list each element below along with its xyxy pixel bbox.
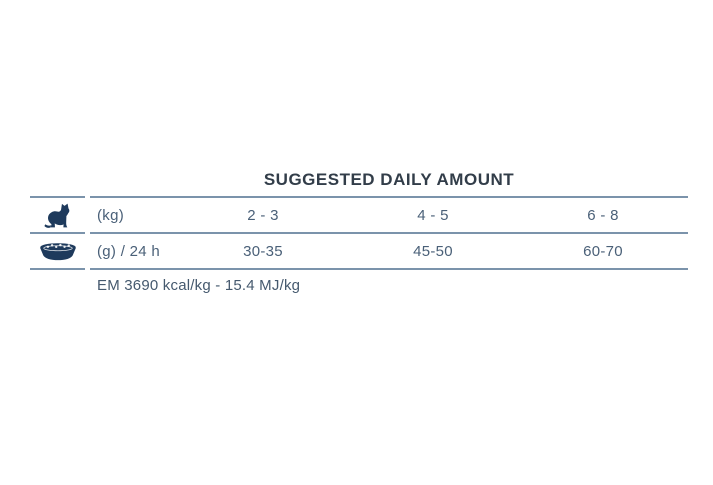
daily-amount-table: (kg) 2 - 3 4 - 5 6 - 8: [30, 196, 688, 270]
table-cell: 2 - 3: [247, 206, 279, 224]
table-row-weight: (kg) 2 - 3 4 - 5 6 - 8: [30, 196, 688, 232]
table-row-grams: (g) / 24 h 30-35 45-50 60-70: [30, 232, 688, 268]
cat-icon: [43, 203, 69, 228]
bowl-icon: [30, 232, 85, 268]
bowl-icon: [39, 242, 76, 260]
cat-icon: [30, 196, 85, 232]
bottom-rule-icon-segment: [30, 268, 85, 270]
table-cell: 4 - 5: [417, 206, 449, 224]
row-label: (kg): [97, 206, 125, 224]
row-cells: (kg) 2 - 3 4 - 5 6 - 8: [90, 196, 688, 232]
table-cell: 30-35: [243, 242, 283, 260]
table-title: SUGGESTED DAILY AMOUNT: [263, 170, 515, 189]
table-cell: 45-50: [413, 242, 453, 260]
bottom-rule-main-segment: [90, 268, 688, 270]
energy-footnote: EM 3690 kcal/kg - 15.4 MJ/kg: [97, 277, 301, 294]
row-label: (g) / 24 h: [97, 242, 161, 260]
table-cell: 6 - 8: [587, 206, 619, 224]
row-cells: (g) / 24 h 30-35 45-50 60-70: [90, 232, 688, 268]
table-cell: 60-70: [583, 242, 623, 260]
